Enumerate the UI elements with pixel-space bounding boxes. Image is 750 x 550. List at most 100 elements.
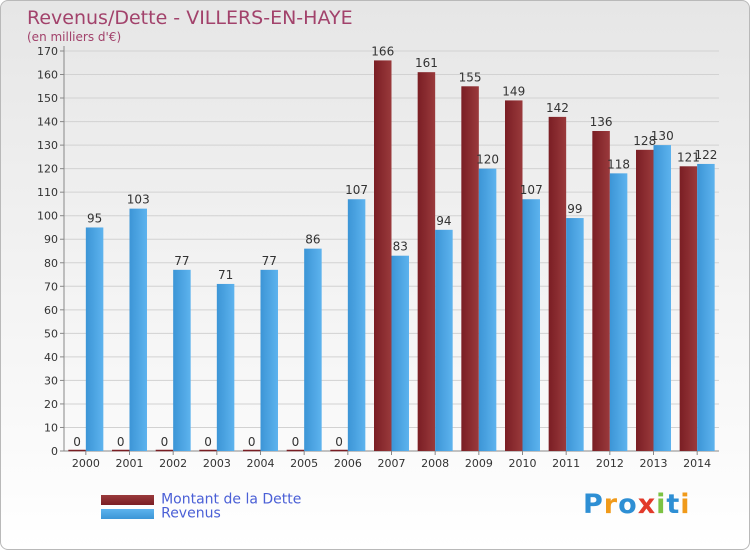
data-label-dette-2013: 128 (633, 134, 656, 148)
logo-letter: t (666, 489, 681, 520)
logo-letter: r (603, 489, 619, 520)
bar-revenus-2000 (85, 227, 104, 451)
data-label-revenus-2000: 95 (87, 211, 102, 225)
x-tick-label-2012: 2012 (596, 457, 624, 470)
x-tick-label-2001: 2001 (116, 457, 144, 470)
x-tick-label-2005: 2005 (290, 457, 318, 470)
bar-revenus-2013 (653, 145, 671, 451)
y-tick-label-90: 90 (44, 233, 58, 246)
bar-dette-2012 (592, 131, 610, 451)
bar-dette-2013 (636, 149, 654, 451)
bar-revenus-2005 (304, 248, 322, 451)
data-label-revenus-2004: 77 (262, 254, 277, 268)
chart-title: Revenus/Dette - VILLERS-EN-HAYE (27, 7, 353, 29)
data-label-dette-2002: 0 (161, 435, 169, 449)
y-tick-label-10: 10 (44, 421, 58, 434)
y-tick-label-80: 80 (44, 257, 58, 270)
x-tick-label-2000: 2000 (72, 457, 100, 470)
data-label-revenus-2008: 94 (436, 214, 451, 228)
x-tick-label-2003: 2003 (203, 457, 231, 470)
y-tick-label-100: 100 (37, 210, 58, 223)
data-label-dette-2008: 161 (415, 56, 438, 70)
logo-letter: P (583, 489, 604, 520)
y-tick-label-0: 0 (51, 445, 58, 458)
data-label-dette-2004: 0 (248, 435, 256, 449)
bar-dette-2010 (505, 100, 523, 451)
y-tick-label-50: 50 (44, 327, 58, 340)
y-tick-label-130: 130 (37, 139, 58, 152)
data-label-revenus-2007: 83 (393, 240, 408, 254)
y-tick-label-160: 160 (37, 69, 58, 82)
bar-revenus-2011 (566, 218, 584, 451)
logo-letter: o (618, 489, 638, 520)
bar-revenus-2007 (391, 255, 409, 451)
bar-dette-2009 (461, 86, 479, 451)
y-tick-label-70: 70 (44, 280, 58, 293)
bar-dette-2014 (679, 166, 698, 451)
logo-letter: i (680, 489, 691, 520)
y-tick-label-60: 60 (44, 304, 58, 317)
data-label-revenus-2006: 107 (345, 183, 368, 197)
data-label-dette-2010: 149 (502, 84, 525, 98)
x-tick-label-2007: 2007 (378, 457, 406, 470)
bar-revenus-2006 (347, 199, 366, 451)
data-label-dette-2014: 121 (677, 150, 700, 164)
data-label-revenus-2012: 118 (607, 157, 630, 171)
proxiti-logo: Proxiti (583, 489, 691, 520)
x-tick-label-2014: 2014 (683, 457, 711, 470)
legend-swatch-revenus (101, 508, 154, 519)
bar-revenus-2001 (129, 208, 147, 451)
logo-letter: x (637, 489, 657, 520)
x-tick-label-2011: 2011 (552, 457, 580, 470)
data-label-dette-2009: 155 (459, 70, 482, 84)
bar-dette-2007 (374, 60, 392, 451)
bar-dette-2011 (548, 116, 567, 451)
data-label-revenus-2014: 122 (694, 148, 717, 162)
y-tick-label-110: 110 (37, 186, 58, 199)
legend-swatch-dette (101, 494, 154, 505)
y-tick-label-120: 120 (37, 163, 58, 176)
data-label-dette-2000: 0 (73, 435, 81, 449)
data-label-dette-2007: 166 (371, 44, 394, 58)
legend-label-revenus: Revenus (161, 505, 221, 522)
x-tick-label-2004: 2004 (247, 457, 275, 470)
logo-letter: i (656, 489, 667, 520)
legend-label-dette: Montant de la Dette (161, 491, 302, 508)
bar-revenus-2008 (435, 229, 453, 451)
y-tick-label-40: 40 (44, 351, 58, 364)
data-label-dette-2005: 0 (292, 435, 300, 449)
bar-revenus-2012 (609, 173, 628, 451)
data-label-dette-2006: 0 (335, 435, 343, 449)
chart-subtitle: (en milliers d'€) (27, 30, 122, 44)
bar-revenus-2010 (522, 199, 540, 451)
x-tick-label-2009: 2009 (465, 457, 493, 470)
y-tick-label-140: 140 (37, 116, 58, 129)
data-label-revenus-2013: 130 (651, 129, 674, 143)
legend-item-revenus: Revenus (101, 503, 221, 522)
data-label-revenus-2009: 120 (476, 153, 499, 167)
x-tick-label-2010: 2010 (509, 457, 537, 470)
data-label-dette-2012: 136 (590, 115, 613, 129)
x-tick-label-2008: 2008 (421, 457, 449, 470)
bar-revenus-2004 (260, 269, 278, 451)
data-label-revenus-2005: 86 (305, 233, 320, 247)
y-tick-label-150: 150 (37, 92, 58, 105)
data-label-dette-2001: 0 (117, 435, 125, 449)
bar-revenus-2003 (216, 283, 235, 451)
x-tick-label-2013: 2013 (640, 457, 668, 470)
data-label-revenus-2001: 103 (127, 193, 150, 207)
y-tick-label-170: 170 (37, 45, 58, 58)
bar-revenus-2014 (697, 163, 715, 452)
y-tick-label-30: 30 (44, 374, 58, 387)
data-label-revenus-2010: 107 (520, 183, 543, 197)
x-tick-label-2002: 2002 (159, 457, 187, 470)
data-label-dette-2011: 142 (546, 101, 569, 115)
data-label-revenus-2002: 77 (174, 254, 189, 268)
bar-revenus-2009 (478, 168, 497, 451)
data-label-dette-2003: 0 (204, 435, 212, 449)
bar-dette-2008 (417, 72, 436, 452)
bar-revenus-2002 (173, 269, 191, 451)
data-label-revenus-2003: 71 (218, 268, 233, 282)
